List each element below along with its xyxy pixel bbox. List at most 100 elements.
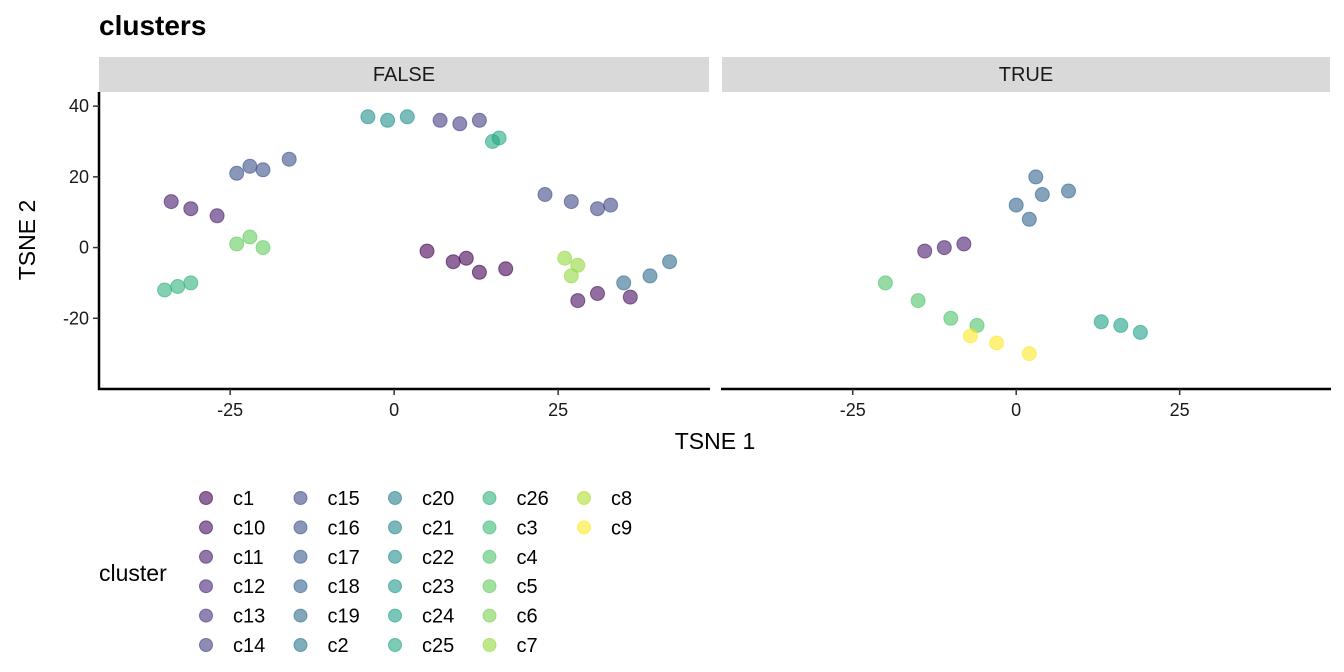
point-c25: [485, 134, 500, 149]
point-c4: [969, 317, 985, 333]
point-c5: [255, 240, 271, 256]
legend-label-c3: c3: [517, 517, 538, 539]
point-c16: [242, 158, 258, 174]
legend-label-c23: c23: [422, 576, 454, 598]
legend: c1 c10 c11 c12 c13 c14 c15 c16 c17 c18 c19 c2 c20 c21…: [199, 488, 632, 657]
legend-key-c9: [577, 520, 591, 535]
point-c15: [563, 194, 579, 210]
x-axis-ticks: -25 0 25 -25 0 25: [217, 389, 1190, 420]
point-c22: [360, 109, 376, 125]
y-axis-title: TSNE 2: [14, 200, 40, 281]
y-tick-label: 20: [69, 167, 89, 187]
point-c24: [1093, 314, 1109, 330]
point-c5: [242, 229, 258, 245]
point-c7: [557, 250, 573, 266]
x-tick-label: -25: [217, 400, 243, 420]
point-c14: [452, 116, 468, 132]
legend-key-c16: [293, 520, 308, 535]
legend-label-c16: c16: [328, 517, 360, 539]
x-tick-label: 0: [1011, 400, 1021, 420]
legend-label-c26: c26: [517, 488, 549, 510]
legend-label-c13: c13: [233, 606, 265, 628]
point-c4: [943, 310, 959, 326]
legend-label-c10: c10: [233, 517, 265, 539]
point-c18: [1034, 187, 1050, 202]
y-tick-label: 40: [69, 96, 89, 116]
point-c4: [910, 293, 926, 309]
legend-label-c2: c2: [328, 635, 349, 657]
point-c1: [458, 250, 474, 266]
point-c14: [471, 112, 487, 128]
legend-key-c24: [388, 608, 402, 623]
facet-strip-false: [99, 57, 709, 92]
point-c11: [956, 236, 972, 252]
point-c18: [1061, 183, 1076, 199]
legend-label-c19: c19: [328, 606, 360, 628]
x-tick-label: 0: [389, 400, 399, 420]
legend-label-c25: c25: [422, 635, 454, 657]
point-c26: [183, 275, 199, 291]
point-c18: [1021, 211, 1037, 227]
y-tick-label: -20: [63, 308, 89, 328]
legend-key-c7: [482, 638, 497, 652]
point-c22: [380, 112, 396, 128]
point-c9: [989, 335, 1005, 351]
legend-label-c18: c18: [328, 576, 360, 598]
point-c11: [209, 208, 225, 224]
legend-key-c6: [482, 608, 497, 623]
y-tick-label: 0: [79, 238, 89, 258]
point-c26: [157, 282, 173, 298]
point-c19: [616, 275, 632, 291]
legend-key-c17: [293, 549, 308, 564]
legend-label-c20: c20: [422, 488, 454, 510]
legend-key-c25: [388, 638, 402, 652]
legend-key-c18: [293, 579, 308, 594]
point-c22: [399, 109, 415, 125]
legend-key-c19: [293, 608, 308, 623]
facet-strip-true: [722, 57, 1330, 92]
point-c15: [590, 201, 605, 217]
point-c19: [662, 254, 678, 270]
legend-key-c23: [388, 579, 402, 594]
legend-label-c9: c9: [611, 517, 632, 539]
x-axis-title: TSNE 1: [675, 428, 756, 454]
point-c10: [570, 293, 586, 309]
legend-key-c21: [388, 520, 402, 535]
point-c15: [537, 187, 553, 202]
point-c1: [498, 261, 514, 277]
legend-key-c10: [199, 520, 213, 535]
legend-key-c20: [388, 491, 402, 505]
point-c5: [229, 236, 245, 252]
panel-true-clusters: [877, 169, 1148, 362]
legend-label-c17: c17: [328, 547, 360, 569]
point-c10: [590, 286, 605, 301]
y-axis-ticks: -20 0 20 40: [63, 96, 99, 328]
legend-label-c22: c22: [422, 547, 454, 569]
legend-label-c21: c21: [422, 517, 454, 539]
legend-key-c26: [482, 491, 497, 505]
point-c1: [445, 254, 461, 270]
point-c11: [917, 243, 933, 259]
point-c1: [419, 243, 435, 259]
point-c10: [622, 289, 638, 305]
legend-key-c5: [482, 579, 497, 594]
x-tick-label: -25: [840, 400, 866, 420]
legend-key-c12: [199, 579, 213, 594]
legend-label-c24: c24: [422, 606, 454, 628]
point-c18: [1028, 169, 1044, 185]
legend-title: cluster: [99, 560, 167, 586]
legend-label-c6: c6: [517, 606, 538, 628]
facet-strip-true-label: TRUE: [999, 64, 1053, 86]
legend-key-c2: [293, 638, 308, 652]
point-c14: [432, 112, 448, 128]
legend-key-c8: [577, 491, 591, 505]
legend-label-c12: c12: [233, 576, 265, 598]
x-tick-label: 25: [1170, 400, 1190, 420]
legend-key-c3: [482, 520, 497, 535]
legend-label-c1: c1: [233, 488, 254, 510]
point-c1: [471, 264, 487, 280]
legend-label-c15: c15: [328, 488, 360, 510]
legend-label-c8: c8: [611, 488, 632, 510]
legend-key-c15: [293, 491, 308, 505]
